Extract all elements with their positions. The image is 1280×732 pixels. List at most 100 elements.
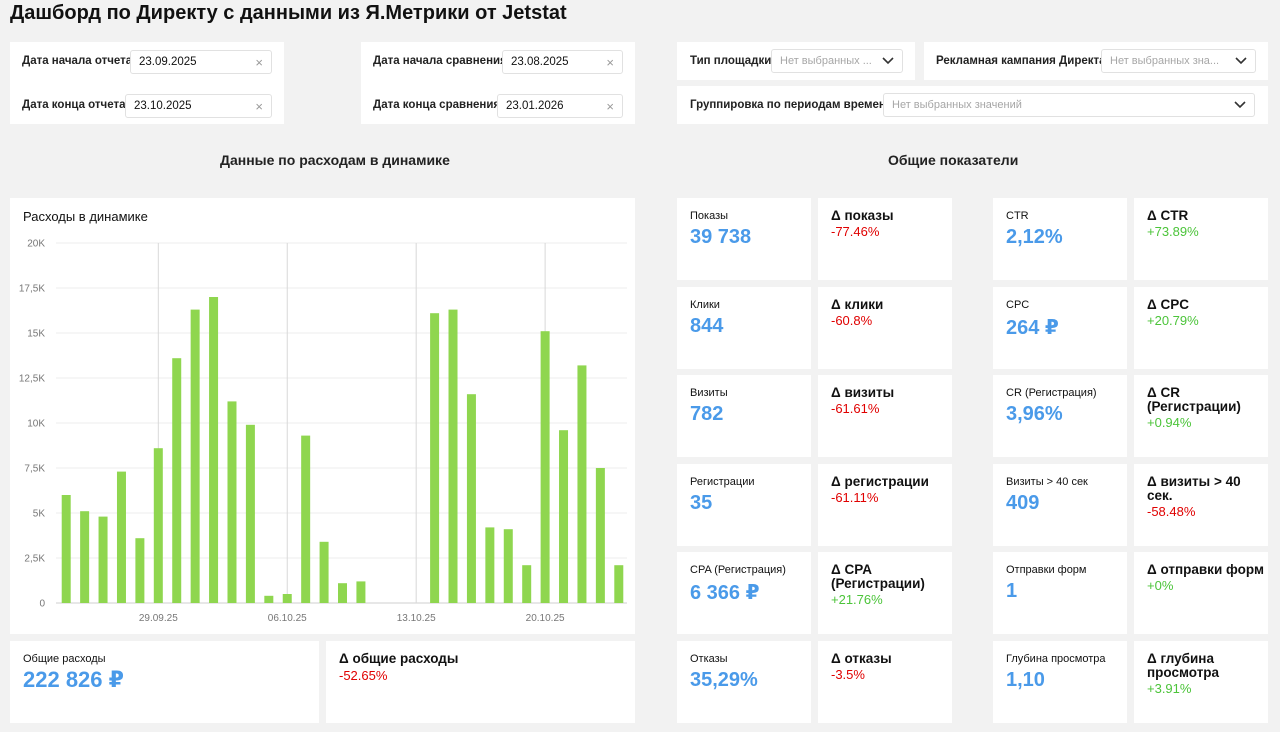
- kpi-delta-value: -60.8%: [831, 313, 873, 328]
- grouping-filter-card: Группировка по периодам времени Нет выбр…: [677, 86, 1268, 124]
- chevron-down-icon: [882, 57, 894, 65]
- y-tick-label: 2,5K: [24, 554, 45, 565]
- kpi-value: 409: [1006, 492, 1040, 514]
- kpi-delta-card: Δ CR (Регистрации) +0.94%: [1134, 375, 1268, 457]
- kpi-value: 3,96%: [1006, 403, 1063, 425]
- spend-bar-chart: 0 2,5K 5K 7,5K 10K 12,5K 15K 17,5K 20K 29.09.25 06…: [19, 239, 627, 624]
- chart-bar[interactable]: [559, 430, 569, 603]
- y-tick-label: 0: [39, 599, 45, 610]
- chart-bar[interactable]: [61, 495, 71, 603]
- clear-icon[interactable]: ×: [606, 99, 614, 114]
- chart-bar[interactable]: [319, 541, 329, 603]
- kpi-card: CTR 2,12%: [993, 198, 1127, 280]
- kpi-label: CPA (Регистрация): [690, 564, 786, 576]
- compare-dates-card: Дата начала сравнения 23.08.2025 × Дата …: [361, 42, 635, 124]
- compare-start-input[interactable]: 23.08.2025 ×: [502, 50, 623, 74]
- chart-bar[interactable]: [190, 309, 200, 603]
- chart-bar[interactable]: [245, 424, 255, 603]
- start-date-value: 23.09.2025: [139, 56, 197, 68]
- chart-bar[interactable]: [172, 358, 182, 603]
- kpi-delta-label: Δ отправки форм: [1147, 562, 1264, 577]
- chart-bar[interactable]: [338, 583, 347, 603]
- kpi-label: Клики: [690, 299, 720, 311]
- kpi-delta-value: +73.89%: [1147, 224, 1199, 239]
- chart-bar[interactable]: [301, 435, 311, 603]
- chart-bar[interactable]: [540, 331, 550, 603]
- clear-icon[interactable]: ×: [255, 55, 263, 70]
- end-date-input[interactable]: 23.10.2025 ×: [125, 94, 272, 118]
- kpi-label: Глубина просмотра: [1006, 653, 1106, 665]
- chart-bar[interactable]: [466, 394, 476, 603]
- chart-bar[interactable]: [282, 594, 292, 603]
- chart-bar[interactable]: [98, 516, 108, 603]
- chart-bar[interactable]: [485, 527, 495, 603]
- chart-bar[interactable]: [116, 471, 126, 603]
- chart-bar[interactable]: [503, 529, 513, 603]
- kpi-value: 1,10: [1006, 669, 1045, 691]
- kpi-value: 6 366 ₽: [690, 582, 760, 604]
- chart-bar[interactable]: [430, 313, 440, 603]
- page-title: Дашборд по Директу с данными из Я.Метрик…: [10, 2, 567, 24]
- total-spend-delta-value: -52.65%: [339, 668, 388, 683]
- compare-start-label: Дата начала сравнения: [373, 55, 507, 67]
- kpi-label: CPC: [1006, 299, 1030, 311]
- kpi-value: 35: [690, 492, 713, 514]
- kpi-delta-label: Δ отказы: [831, 651, 892, 666]
- kpi-label: Визиты > 40 сек: [1006, 476, 1088, 488]
- kpi-delta-label: Δ клики: [831, 297, 884, 312]
- y-tick-label: 17,5K: [19, 284, 45, 295]
- x-tick-label: 06.10.25: [268, 613, 307, 624]
- grouping-placeholder: Нет выбранных значений: [892, 99, 1022, 111]
- kpi-delta-label: Δ CR (Регистрации): [1147, 385, 1241, 414]
- clear-icon[interactable]: ×: [606, 55, 614, 70]
- kpi-delta-value: +0%: [1147, 578, 1174, 593]
- kpi-delta-label: Δ регистрации: [831, 474, 929, 489]
- kpi-card: Клики 844: [677, 287, 811, 369]
- total-spend-delta-label: Δ общие расходы: [339, 651, 459, 666]
- end-date-label: Дата конца отчета: [22, 99, 126, 111]
- kpi-card: Отказы 35,29%: [677, 641, 811, 723]
- chart-bar[interactable]: [614, 565, 624, 603]
- kpi-label: Регистрации: [690, 476, 755, 488]
- kpi-delta-card: Δ визиты -61.61%: [818, 375, 952, 457]
- grouping-select[interactable]: Нет выбранных значений: [883, 93, 1255, 117]
- chart-bar[interactable]: [135, 538, 145, 603]
- chart-bar[interactable]: [595, 468, 605, 603]
- chart-bar[interactable]: [522, 565, 532, 603]
- start-date-input[interactable]: 23.09.2025 ×: [130, 50, 272, 74]
- kpi-delta-card: Δ отказы -3.5%: [818, 641, 952, 723]
- kpi-card: CPC 264 ₽: [993, 287, 1127, 369]
- kpi-delta-card: Δ CPC +20.79%: [1134, 287, 1268, 369]
- grouping-label: Группировка по периодам времени: [690, 99, 893, 111]
- total-spend-value: 222 826 ₽: [23, 667, 124, 692]
- kpi-section-title: Общие показатели: [888, 152, 1019, 168]
- kpi-delta-value: -77.46%: [831, 224, 880, 239]
- chart-bar[interactable]: [448, 309, 458, 603]
- kpi-delta-value: -61.11%: [831, 490, 879, 505]
- kpi-value: 782: [690, 403, 724, 425]
- compare-end-input[interactable]: 23.01.2026 ×: [497, 94, 623, 118]
- chevron-down-icon: [1235, 57, 1247, 65]
- chart-bar[interactable]: [356, 581, 366, 603]
- campaign-select[interactable]: Нет выбранных зна...: [1101, 49, 1256, 73]
- chart-title: Расходы в динамике: [23, 209, 148, 224]
- kpi-delta-value: +0.94%: [1147, 415, 1192, 430]
- kpi-delta-card: Δ визиты > 40 сек. -58.48%: [1134, 464, 1268, 546]
- chart-bar[interactable]: [227, 401, 237, 603]
- kpi-delta-card: Δ глубина просмотра +3.91%: [1134, 641, 1268, 723]
- kpi-delta-card: Δ клики -60.8%: [818, 287, 952, 369]
- kpi-value: 2,12%: [1006, 226, 1063, 248]
- clear-icon[interactable]: ×: [255, 99, 263, 114]
- chart-bar[interactable]: [80, 511, 90, 603]
- chart-bar[interactable]: [577, 365, 587, 603]
- chart-bar[interactable]: [264, 595, 274, 603]
- report-dates-card: Дата начала отчета 23.09.2025 × Дата кон…: [10, 42, 284, 124]
- platform-select[interactable]: Нет выбранных ...: [771, 49, 903, 73]
- kpi-delta-label: Δ визиты > 40 сек.: [1147, 474, 1241, 503]
- y-tick-label: 5K: [33, 509, 46, 520]
- chart-bar[interactable]: [209, 297, 219, 603]
- compare-start-value: 23.08.2025: [511, 56, 569, 68]
- kpi-delta-value: +20.79%: [1147, 313, 1199, 328]
- chart-bar[interactable]: [153, 448, 163, 603]
- kpi-value: 1: [1006, 580, 1018, 602]
